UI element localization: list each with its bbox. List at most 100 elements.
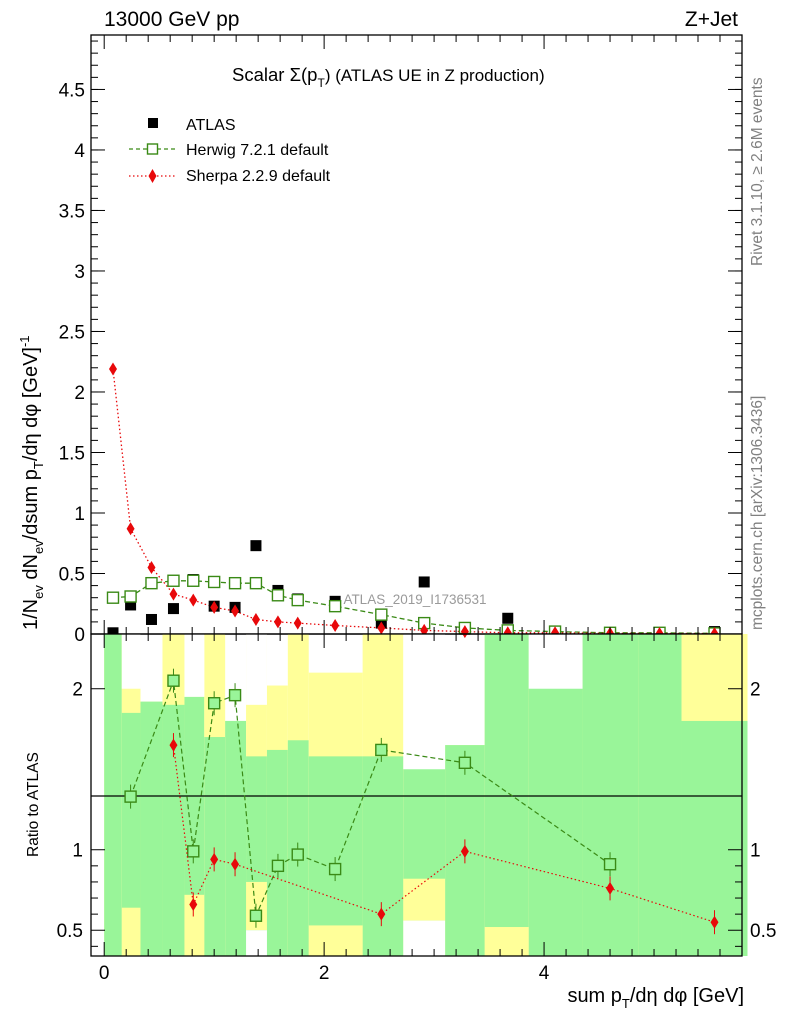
herwig-point [124,590,137,603]
ratio-band-outer-low [308,925,363,956]
sherpa-ratio-point [606,881,615,895]
ratio-band-gap [528,634,583,689]
ratio-band-gap [403,634,446,770]
main-y-tick-label: 1.5 [59,443,85,464]
ratio-y-tick-label-right: 2 [750,680,761,701]
chart-title-prefix: Scalar Σ(p [232,64,317,85]
sherpa-point [126,522,135,536]
sherpa-ratio-point [189,897,198,911]
ratio-band-inner [638,634,682,956]
atlas-data-point [250,540,262,552]
herwig-ratio-point [375,743,388,757]
main-y-axis-label: 1/Nev dNev/dsum pT/dη dφ [GeV]-1 [17,335,46,630]
main-plot-panel: 0 0.5 1 1.5 2 2.5 3 3.5 4 4.5 ATLAS_2019_I1736531… [17,34,743,646]
ratio-band-inner [484,634,529,956]
sherpa-ratio-point [377,907,386,921]
ratio-band-gap [403,920,446,956]
herwig-point [167,574,180,587]
ratio-series-layer [124,668,719,935]
sherpa-ratio-point [460,844,469,858]
main-y-tick-label: 4.5 [59,80,85,101]
main-y-axis: 0 0.5 1 1.5 2 2.5 3 3.5 4 4.5 [59,35,742,646]
legend-marker-herwig [146,143,159,155]
ratio-band-gap [184,634,205,697]
ratio-y-tick-label: 2 [72,680,83,701]
herwig-point [291,593,304,607]
herwig-point [207,575,221,589]
main-y-tick-label: 1 [74,504,85,525]
herwig-point [249,576,263,590]
main-y-tick-label: 0 [74,625,85,646]
herwig-ratio-point [187,845,200,858]
herwig-ratio-point [167,674,180,687]
ratio-band-inner [204,737,226,956]
sherpa-ratio-point [710,915,719,929]
rivet-label: Rivet 3.1.10, ≥ 2.6M events [749,77,766,266]
herwig-point [106,591,120,604]
legend-label-atlas: ATLAS [186,117,236,134]
sherpa-point [273,615,282,629]
ratio-plot-frame [90,633,743,957]
herwig-ratio-point [291,848,304,861]
sherpa-point [231,604,240,618]
ratio-band-gap [246,930,267,956]
herwig-point [228,576,242,590]
legend-label-herwig: Herwig 7.2.1 default [186,142,329,159]
herwig-point [187,574,200,587]
main-y-tick-label: 3.5 [59,201,85,222]
ratio-plot-panel: 0.5 0.5 1 1 2 2 0 2 4 Ratio to ATLAS sum pT/dη d… [25,633,776,1011]
herwig-ratio-point [458,756,472,769]
herwig-point [328,599,342,613]
atlas-data-point [125,599,137,611]
legend-marker-sherpa [148,169,157,183]
x-tick-label: 0 [99,963,110,984]
ratio-band-gap [246,634,267,705]
chart-title-sub: T [317,76,325,90]
main-y-tick-label: 3 [74,262,85,283]
main-y-tick-label: 2 [74,383,85,404]
ratio-band-inner [362,756,404,956]
herwig-point [271,589,285,602]
ratio-y-tick-label-right: 1 [750,841,761,862]
sherpa-ratio-point [210,852,219,866]
herwig-ratio-point [228,688,242,702]
sherpa-point [293,616,302,630]
ratio-band-outer-low [184,894,205,956]
main-line-1 [112,580,715,635]
ratio-axes: 0.5 0.5 1 1 2 2 0 2 4 [57,634,776,984]
atlas-data-point [502,612,514,624]
x-axis-label: sum pT/dη dφ [GeV] [567,985,744,1011]
sherpa-point [331,619,340,633]
ratio-band-inner [287,740,309,956]
herwig-ratio-point [207,697,221,710]
chart-title-suffix: ) (ATLAS UE in Z production) [325,66,545,85]
atlas-data-point [145,613,157,625]
ratio-band-outer-low [403,878,446,921]
ratio-band-inner [104,634,122,956]
sherpa-ratio-point [169,738,178,752]
ratio-band-inner [225,720,247,956]
sherpa-point [108,362,117,376]
ratio-band-inner [582,634,639,956]
ratio-band-outer-low [246,881,267,931]
mcplots-label: mcplots.cern.ch [arXiv:1306.3436] [749,396,766,630]
main-y-tick-label: 2.5 [59,322,85,343]
process-label: Z+Jet [685,8,738,31]
sherpa-ratio-point [231,857,240,871]
ratio-band-inner [162,704,185,956]
ratio-line-0 [130,680,611,919]
sherpa-point [251,612,260,626]
legend-marker-atlas [148,118,158,128]
herwig-ratio-point [603,858,617,871]
atlas-data-point [418,576,430,588]
ratio-line-1 [172,745,715,923]
sherpa-point [210,600,219,614]
ratio-y-tick-label-right: 0.5 [750,921,776,942]
herwig-ratio-point [271,859,285,873]
ratio-band-inner [121,712,141,956]
sherpa-point [377,621,386,635]
sherpa-point [169,587,178,601]
ratio-y-axis-label: Ratio to ATLAS [25,752,42,857]
ratio-band-inner [140,701,163,956]
